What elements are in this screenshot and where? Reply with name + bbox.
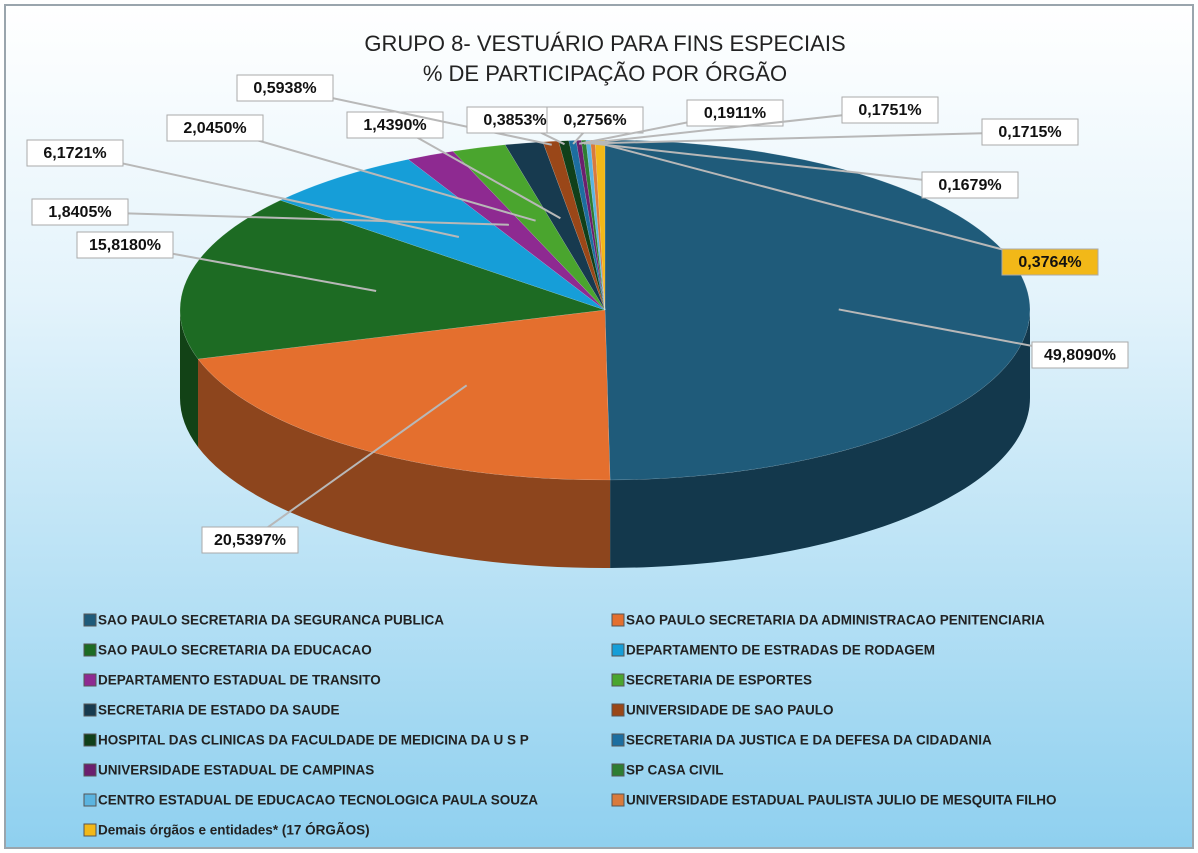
leader-line (249, 384, 468, 541)
legend-label: SECRETARIA DE ESTADO DA SAUDE (98, 703, 340, 718)
legend-swatch (611, 763, 625, 777)
legend-label: UNIVERSIDADE ESTADUAL DE CAMPINAS (98, 763, 374, 778)
data-label: 0,1679% (938, 177, 1001, 194)
data-label-box (166, 114, 264, 142)
data-label: 0,1715% (998, 124, 1061, 141)
data-label: 2,0450% (183, 120, 246, 137)
leader-line (394, 124, 561, 220)
chart-title: GRUPO 8- VESTUÁRIO PARA FINS ESPECIAIS (364, 31, 845, 56)
legend-swatch (83, 673, 97, 687)
legend-swatch (611, 613, 625, 627)
legend-swatch (83, 823, 97, 837)
data-label-box (236, 74, 334, 102)
chart-subtitle: % DE PARTICIPAÇÃO POR ÓRGÃO (423, 61, 787, 86)
pie-slice (580, 139, 606, 311)
pie-slice (452, 144, 606, 311)
data-label-box (76, 231, 174, 259)
legend-label: SAO PAULO SECRETARIA DA ADMINISTRACAO PE… (626, 613, 1045, 628)
data-label: 1,8405% (48, 204, 111, 221)
pie-slice-side (198, 358, 611, 568)
legend-swatch (83, 763, 97, 777)
legend-label: HOSPITAL DAS CLINICAS DA FACULDADE DE ME… (98, 733, 529, 748)
legend-label: CENTRO ESTADUAL DE EDUCACAO TECNOLOGICA … (98, 793, 538, 808)
legend-swatch (83, 703, 97, 717)
legend-label: SAO PAULO SECRETARIA DA SEGURANCA PUBLIC… (98, 613, 444, 628)
data-label-box (546, 106, 644, 134)
leader-line (592, 142, 971, 186)
pie-slice (407, 150, 606, 311)
data-label-box (26, 139, 124, 167)
legend-swatch (83, 643, 97, 657)
legend-swatch (83, 793, 97, 807)
leader-line (214, 127, 536, 222)
leader-line (599, 142, 1051, 263)
pie-slice-side (610, 310, 1030, 568)
legend-swatch (611, 643, 625, 657)
legend-label: SECRETARIA DE ESPORTES (626, 673, 812, 688)
data-label-box (686, 99, 784, 127)
pie-slice (179, 200, 606, 360)
legend-label: Demais órgãos e entidades* (17 ÓRGÃOS) (98, 823, 370, 838)
leader-line (74, 152, 460, 238)
data-label: 15,8180% (89, 237, 161, 254)
data-label: 1,4390% (363, 117, 426, 134)
data-label-box (1001, 248, 1099, 276)
data-label-box (1031, 341, 1129, 369)
legend-label: UNIVERSIDADE ESTADUAL PAULISTA JULIO DE … (626, 793, 1057, 808)
legend-label: DEPARTAMENTO ESTADUAL DE TRANSITO (98, 673, 381, 688)
leader-line (79, 211, 509, 226)
leader-line (583, 109, 891, 145)
data-label: 0,3764% (1018, 254, 1081, 271)
data-label: 0,1911% (704, 105, 766, 122)
pie-slice (504, 141, 606, 311)
data-label-box (201, 526, 299, 554)
data-label: 0,5938% (253, 80, 316, 97)
data-label: 6,1721% (43, 145, 106, 162)
data-label-box (31, 198, 129, 226)
legend-label: DEPARTAMENTO DE ESTRADAS DE RODAGEM (626, 643, 935, 658)
legend-swatch (611, 733, 625, 747)
data-label-box (921, 171, 1019, 199)
leader-line (588, 131, 1031, 145)
data-label-box (346, 111, 444, 139)
data-label-box (841, 96, 939, 124)
data-label: 0,3853% (483, 112, 546, 129)
legend-swatch (83, 613, 97, 627)
data-label: 0,1751% (858, 102, 921, 119)
data-label: 0,2756% (563, 112, 626, 129)
legend-swatch (611, 793, 625, 807)
legend-label: SECRETARIA DA JUSTICA E DA DEFESA DA CID… (626, 733, 992, 748)
data-label: 49,8090% (1044, 347, 1116, 364)
legend-label: SAO PAULO SECRETARIA DA EDUCACAO (98, 643, 372, 658)
legend-swatch (83, 733, 97, 747)
legend-swatch (611, 673, 625, 687)
pie-slice (197, 309, 611, 481)
legend-label: UNIVERSIDADE DE SAO PAULO (626, 703, 834, 718)
pie-slice-side (180, 310, 199, 447)
legend-label: SP CASA CIVIL (626, 763, 724, 778)
pie-slice (585, 139, 606, 311)
data-label-box (981, 118, 1079, 146)
data-label: 20,5397% (214, 532, 286, 549)
legend-swatch (611, 703, 625, 717)
pie-slice (604, 139, 1031, 481)
